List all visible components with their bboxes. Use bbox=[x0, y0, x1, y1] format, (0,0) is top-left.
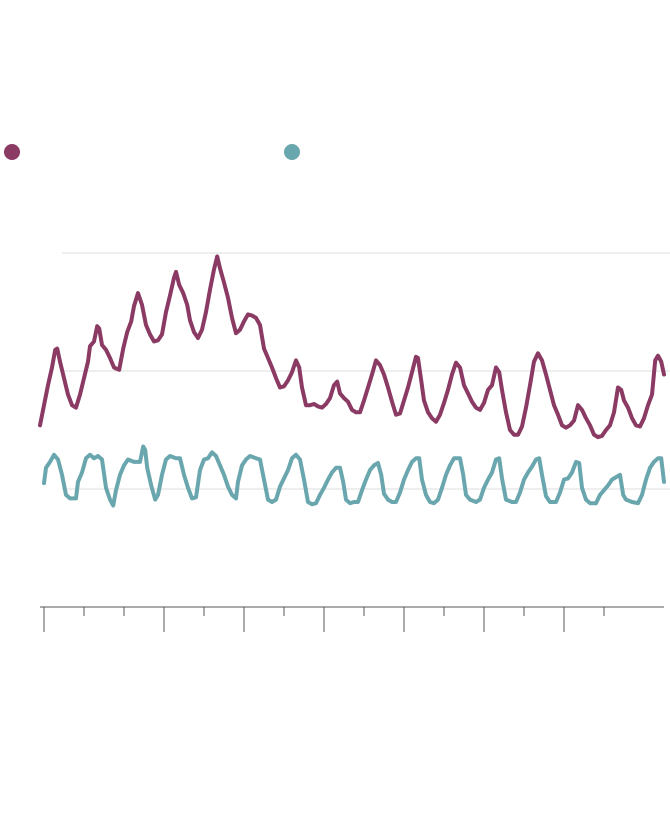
series-line bbox=[42, 444, 666, 508]
legend-swatch bbox=[4, 144, 20, 160]
series-line bbox=[38, 254, 666, 440]
legend-swatch bbox=[284, 144, 300, 160]
